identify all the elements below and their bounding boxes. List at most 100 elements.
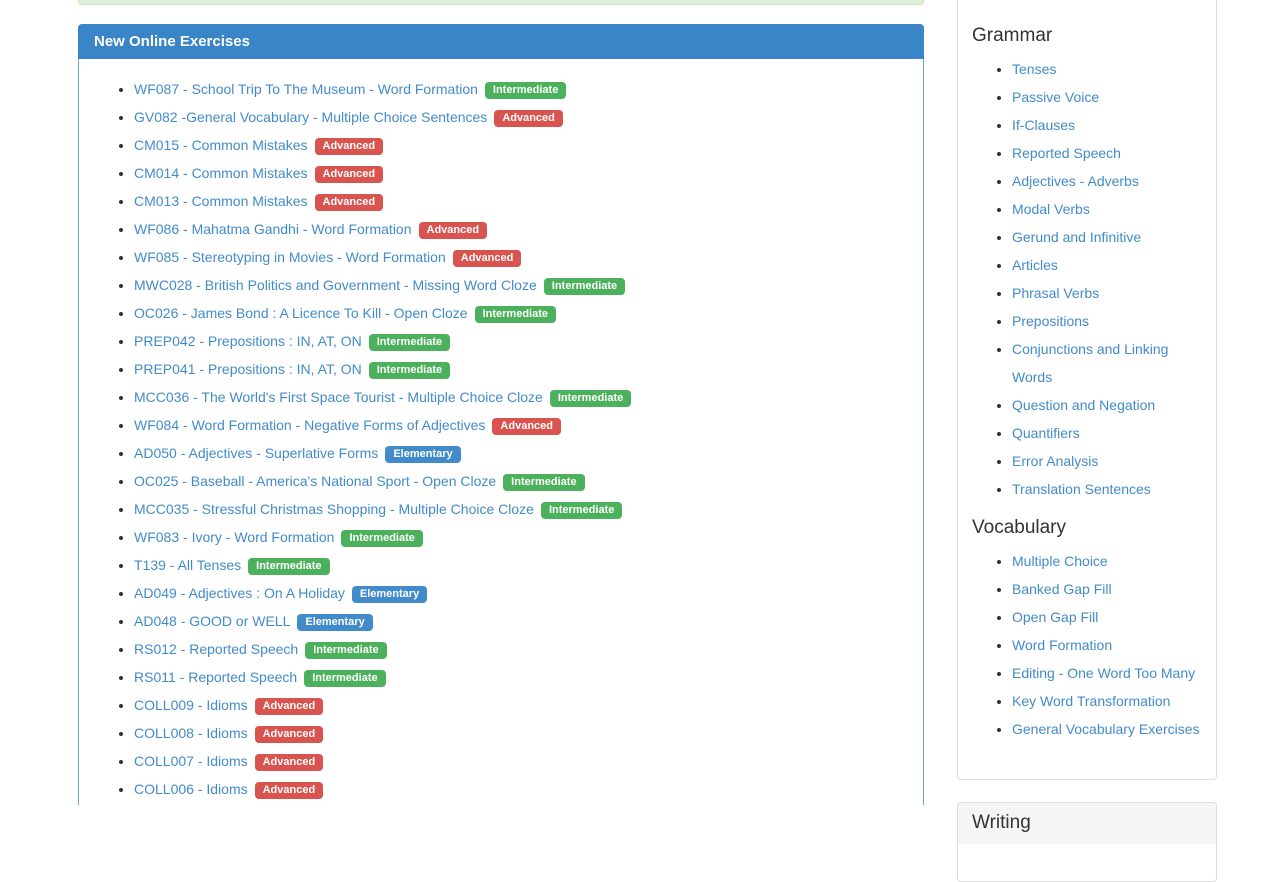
exercise-list-item: CM014 - Common Mistakes Advanced (134, 159, 908, 187)
sidebar-list-item: Phrasal Verbs (1012, 279, 1202, 307)
sidebar-link[interactable]: Modal Verbs (1012, 201, 1090, 217)
exercise-link[interactable]: AD048 - GOOD or WELL (134, 613, 291, 629)
sidebar-link[interactable]: Prepositions (1012, 313, 1090, 329)
exercise-list-item: GV082 -General Vocabulary - Multiple Cho… (134, 103, 908, 131)
exercise-link[interactable]: AD050 - Adjectives - Superlative Forms (134, 445, 379, 461)
sidebar-link[interactable]: General Vocabulary Exercises (1012, 721, 1200, 737)
level-badge: Intermediate (248, 558, 330, 575)
sidebar-list-item: Word Formation (1012, 631, 1202, 659)
sidebar-link[interactable]: Question and Negation (1012, 397, 1156, 413)
sidebar-link[interactable]: Editing - One Word Too Many (1012, 665, 1196, 681)
sidebar-link[interactable]: Reported Speech (1012, 145, 1121, 161)
exercise-link[interactable]: GV082 -General Vocabulary - Multiple Cho… (134, 109, 488, 125)
sidebar-link[interactable]: Multiple Choice (1012, 553, 1108, 569)
exercise-link[interactable]: CM015 - Common Mistakes (134, 137, 308, 153)
sidebar-link[interactable]: Banked Gap Fill (1012, 581, 1112, 597)
sidebar-link[interactable]: Phrasal Verbs (1012, 285, 1100, 301)
exercise-link[interactable]: COLL009 - Idioms (134, 697, 248, 713)
exercise-link[interactable]: CM014 - Common Mistakes (134, 165, 308, 181)
exercise-link[interactable]: PREP041 - Prepositions : IN, AT, ON (134, 361, 362, 377)
level-badge: Intermediate (549, 390, 632, 407)
exercise-list-item: T139 - All Tenses Intermediate (134, 551, 908, 579)
level-badge: Elementary (351, 586, 428, 603)
exercise-link[interactable]: COLL007 - Idioms (134, 753, 248, 769)
level-badge: Intermediate (341, 530, 423, 547)
level-badge: Intermediate (543, 278, 626, 295)
sidebar-link[interactable]: Passive Voice (1012, 89, 1100, 105)
exercise-link[interactable]: RS011 - Reported Speech (134, 669, 298, 685)
exercise-list-item: COLL008 - Idioms Advanced (134, 719, 908, 747)
sidebar-list-item: Adjectives - Adverbs (1012, 167, 1202, 195)
exercise-list-item: CM013 - Common Mistakes Advanced (134, 187, 908, 215)
level-badge: Advanced (492, 418, 561, 435)
exercise-list-item: WF084 - Word Formation - Negative Forms … (134, 411, 908, 439)
sidebar-link[interactable]: Word Formation (1012, 637, 1113, 653)
sidebar-link[interactable]: Conjunctions and Linking Words (1012, 341, 1169, 385)
exercise-list-item: PREP042 - Prepositions : IN, AT, ON Inter… (134, 327, 908, 355)
sidebar-link[interactable]: If-Clauses (1012, 117, 1076, 133)
exercise-list-item: CM015 - Common Mistakes Advanced (134, 131, 908, 159)
exercise-link[interactable]: COLL008 - Idioms (134, 725, 248, 741)
exercise-link[interactable]: OC025 - Baseball - America's National Sp… (134, 473, 497, 489)
exercise-link[interactable]: RS012 - Reported Speech (134, 641, 299, 657)
exercise-link[interactable]: T139 - All Tenses (134, 557, 242, 573)
exercise-link[interactable]: MWC028 - British Politics and Government… (134, 277, 537, 293)
exercise-list-item: RS012 - Reported Speech Intermediate (134, 635, 908, 663)
page: New Online Exercises WF087 - School Trip… (0, 0, 1268, 805)
level-badge: Advanced (254, 698, 324, 715)
exercise-list-item: WF083 - Ivory - Word Formation Intermedia… (134, 523, 908, 551)
sidebar-link[interactable]: Error Analysis (1012, 453, 1099, 469)
level-badge: Intermediate (305, 642, 387, 659)
sidebar-link[interactable]: Adjectives - Adverbs (1012, 173, 1139, 189)
sidebar-list-grammar: Tenses Passive Voice If-Clauses Reported Sp… (972, 55, 1202, 503)
exercise-link[interactable]: WF087 - School Trip To The Museum - Word… (134, 81, 478, 97)
new-exercises-panel-body: WF087 - School Trip To The Museum - Word… (78, 59, 924, 805)
exercise-link[interactable]: WF084 - Word Formation - Negative Forms … (134, 417, 486, 433)
exercise-link[interactable]: WF085 - Stereotyping in Movies - Word Fo… (134, 249, 446, 265)
sidebar-section-title-vocabulary: Vocabulary (972, 517, 1067, 538)
new-exercises-panel-title: New Online Exercises (94, 33, 250, 50)
exercise-link[interactable]: MCC035 - Stressful Christmas Shopping - … (134, 501, 534, 517)
sidebar-link[interactable]: Gerund and Infinitive (1012, 229, 1142, 245)
exercise-link[interactable]: WF083 - Ivory - Word Formation (134, 529, 335, 545)
exercise-list-item: MCC036 - The World's First Space Tourist… (134, 383, 908, 411)
exercise-link[interactable]: MCC036 - The World's First Space Tourist… (134, 389, 543, 405)
sidebar-list-item: Key Word Transformation (1012, 687, 1202, 715)
level-badge: Advanced (494, 110, 563, 127)
sidebar-link[interactable]: Open Gap Fill (1012, 609, 1099, 625)
sidebar-link[interactable]: Translation Sentences (1012, 481, 1151, 497)
level-badge: Advanced (314, 138, 384, 155)
sidebar-list-item: Question and Negation (1012, 391, 1202, 419)
sidebar-list-item: Passive Voice (1012, 83, 1202, 111)
exercise-link[interactable]: PREP042 - Prepositions : IN, AT, ON (134, 333, 362, 349)
exercise-list-item: MWC028 - British Politics and Government… (134, 271, 908, 299)
sidebar-list-item: Prepositions (1012, 307, 1202, 335)
level-badge: Elementary (297, 614, 373, 631)
exercise-list-item: COLL009 - Idioms Advanced (134, 691, 908, 719)
exercise-link[interactable]: OC026 - James Bond : A Licence To Kill -… (134, 305, 468, 321)
level-badge: Intermediate (368, 334, 451, 351)
level-badge: Advanced (254, 782, 324, 799)
exercise-list-item: MCC035 - Stressful Christmas Shopping - … (134, 495, 908, 523)
sidebar-list-item: Multiple Choice (1012, 547, 1202, 575)
exercise-list-item: PREP041 - Prepositions : IN, AT, ON Inter… (134, 355, 908, 383)
sidebar-list-item: Conjunctions and Linking Words (1012, 335, 1202, 391)
exercise-link[interactable]: COLL006 - Idioms (134, 781, 248, 797)
level-badge: Advanced (418, 222, 488, 239)
sidebar-list-item: Quantifiers (1012, 419, 1202, 447)
sidebar-list-item: Articles (1012, 251, 1202, 279)
exercise-list-item: WF086 - Mahatma Gandhi - Word Formation A… (134, 215, 908, 243)
sidebar-link[interactable]: Key Word Transformation (1012, 693, 1171, 709)
sidebar-link[interactable]: Articles (1012, 257, 1058, 273)
exercise-list-item: RS011 - Reported Speech Intermediate (134, 663, 908, 691)
exercise-list-item: AD049 - Adjectives : On A Holiday Element… (134, 579, 908, 607)
exercise-link[interactable]: CM013 - Common Mistakes (134, 193, 308, 209)
exercise-list: WF087 - School Trip To The Museum - Word… (94, 75, 908, 803)
sidebar-list-item: Open Gap Fill (1012, 603, 1202, 631)
exercise-link[interactable]: AD049 - Adjectives : On A Holiday (134, 585, 345, 601)
sidebar-link[interactable]: Tenses (1012, 61, 1057, 77)
sidebar-list-item: Gerund and Infinitive (1012, 223, 1202, 251)
writing-panel-title: Writing (958, 803, 1216, 844)
exercise-link[interactable]: WF086 - Mahatma Gandhi - Word Formation (134, 221, 412, 237)
sidebar-link[interactable]: Quantifiers (1012, 425, 1080, 441)
